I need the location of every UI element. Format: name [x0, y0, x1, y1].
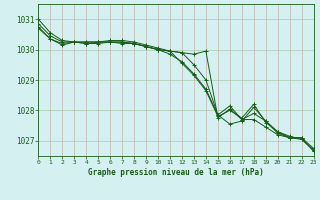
X-axis label: Graphe pression niveau de la mer (hPa): Graphe pression niveau de la mer (hPa)	[88, 168, 264, 177]
